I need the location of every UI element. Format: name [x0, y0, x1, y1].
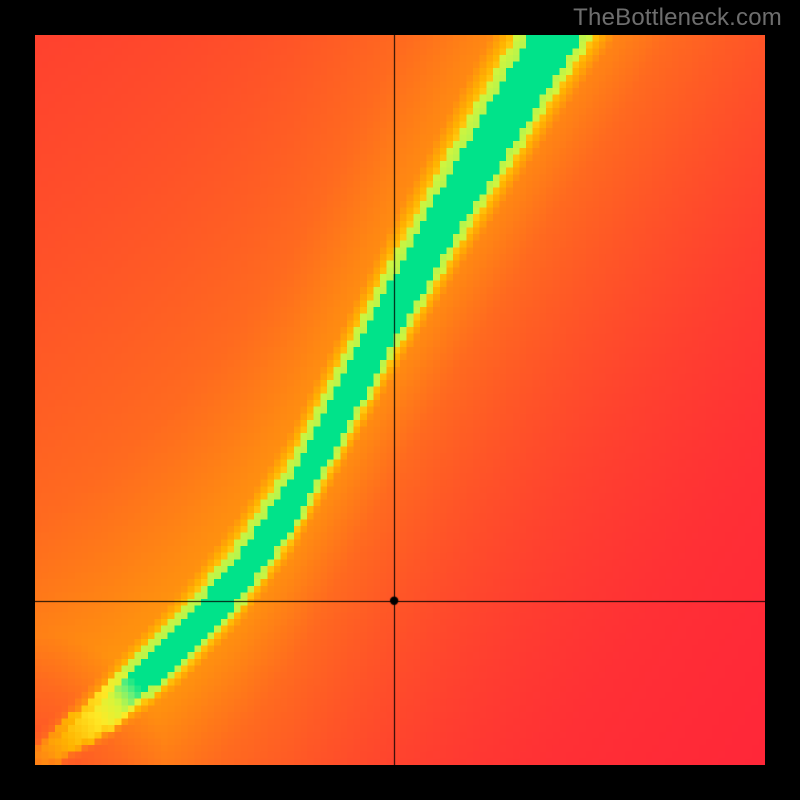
chart-stage: TheBottleneck.com [0, 0, 800, 800]
crosshair-overlay [35, 35, 765, 765]
watermark-text: TheBottleneck.com [573, 4, 782, 32]
